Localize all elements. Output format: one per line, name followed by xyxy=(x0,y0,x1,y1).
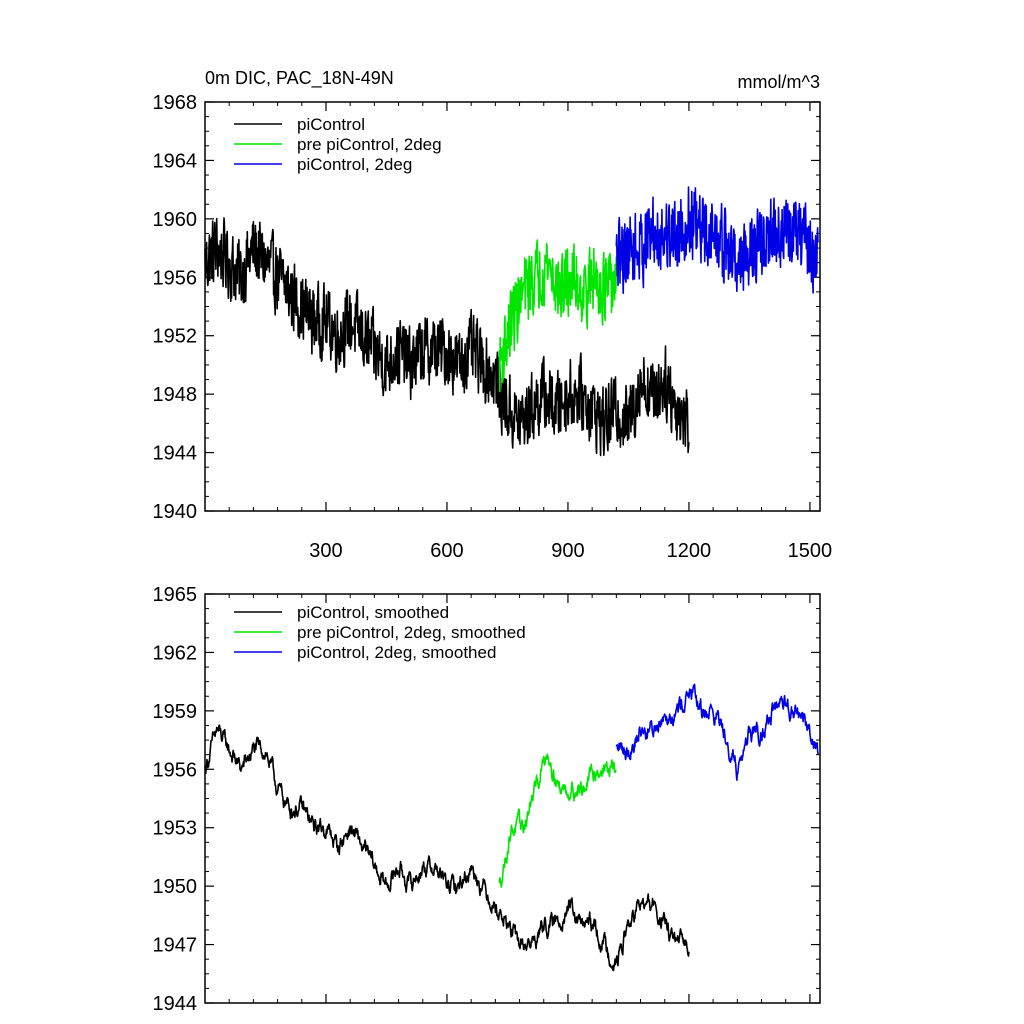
y-tick-label: 1940 xyxy=(153,501,198,523)
top-chart-units: mmol/m^3 xyxy=(738,72,820,92)
top-panel: 0m DIC, PAC_18N-49N mmol/m^3 19401944194… xyxy=(153,68,833,562)
y-tick-label: 1962 xyxy=(153,642,198,664)
bottom-axis-ticks: 1944 1947 1950 1953 1956 1959 1962 1965 xyxy=(153,584,820,1015)
legend-label: pre piControl, 2deg, smoothed xyxy=(297,623,526,642)
legend-label: piControl, 2deg, smoothed xyxy=(297,643,496,662)
y-tick-label: 1950 xyxy=(153,876,198,898)
series-line xyxy=(498,239,618,393)
y-tick-label: 1948 xyxy=(153,384,198,406)
bottom-panel: 1944 1947 1950 1953 1956 1959 1962 1965 piContr… xyxy=(153,584,821,1015)
x-tick-label: 300 xyxy=(309,540,342,562)
legend-label: pre piControl, 2deg xyxy=(297,135,442,154)
series-line xyxy=(498,753,617,888)
y-tick-label: 1956 xyxy=(153,759,198,781)
y-tick-label: 1944 xyxy=(153,443,198,465)
y-tick-label: 1960 xyxy=(153,209,198,231)
y-tick-label: 1965 xyxy=(153,584,198,606)
series-line xyxy=(204,724,690,972)
y-tick-label: 1959 xyxy=(153,701,198,723)
top-series-group xyxy=(204,186,819,457)
y-tick-label: 1956 xyxy=(153,267,198,289)
series-line xyxy=(204,217,690,457)
x-tick-label: 1200 xyxy=(667,540,712,562)
series-line xyxy=(615,186,819,295)
legend-label: piControl xyxy=(297,115,365,134)
x-tick-label: 900 xyxy=(551,540,584,562)
legend-label: piControl, 2deg xyxy=(297,155,412,174)
y-tick-label: 1944 xyxy=(153,993,198,1015)
y-tick-label: 1968 xyxy=(153,92,198,114)
top-axis-ticks: 1940 1944 1948 1952 1956 1960 1964 1968 300 600 90… xyxy=(153,92,833,562)
y-tick-label: 1947 xyxy=(153,935,198,957)
y-tick-label: 1964 xyxy=(153,150,198,172)
y-tick-label: 1952 xyxy=(153,326,198,348)
series-line xyxy=(615,683,819,782)
legend-label: piControl, smoothed xyxy=(297,603,449,622)
y-tick-label: 1953 xyxy=(153,818,198,840)
top-chart-title: 0m DIC, PAC_18N-49N xyxy=(205,68,394,89)
x-tick-label: 600 xyxy=(430,540,463,562)
bottom-series-group xyxy=(204,683,819,972)
x-tick-label: 1500 xyxy=(788,540,833,562)
